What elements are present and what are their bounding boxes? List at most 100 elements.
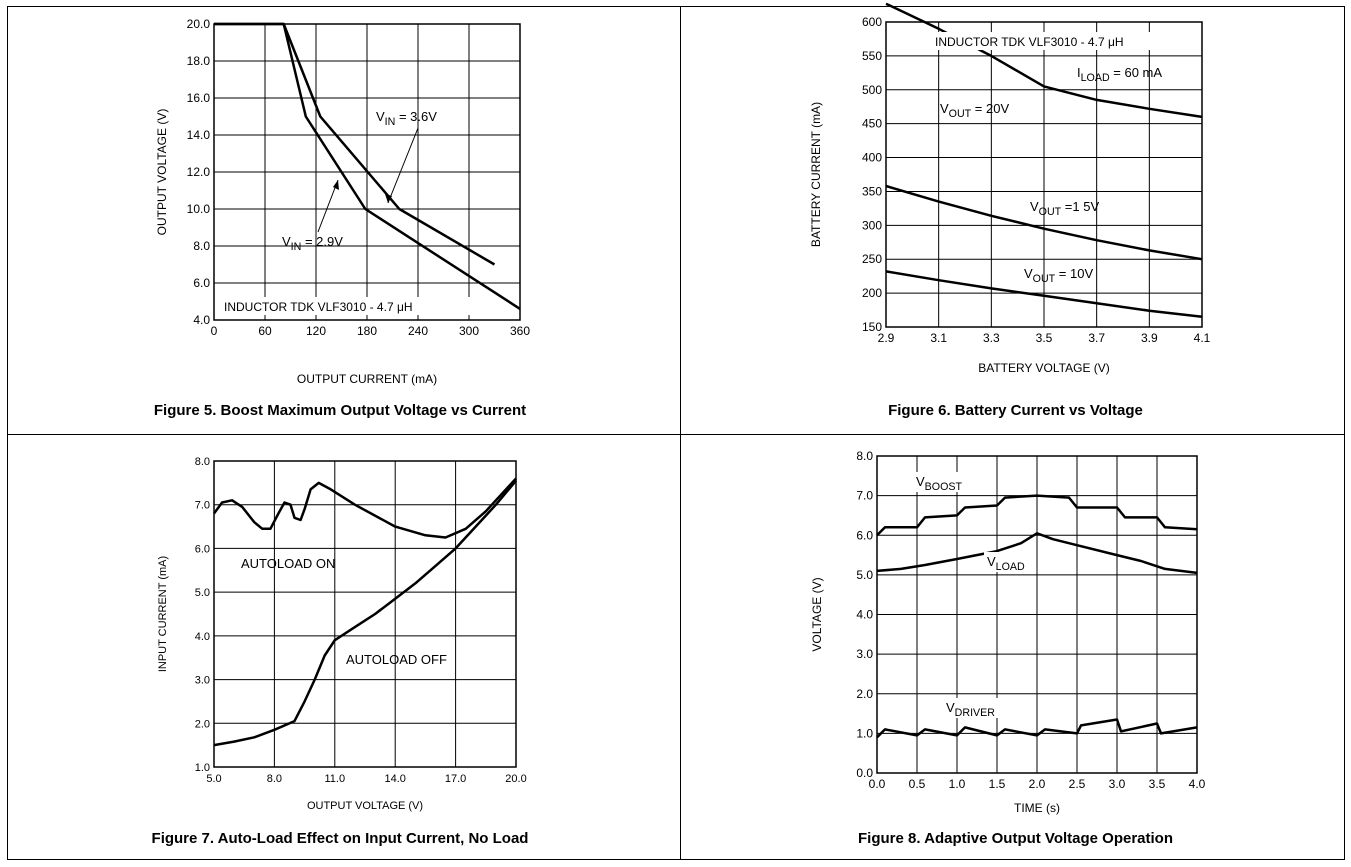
figure-grid-border	[7, 6, 1345, 860]
series-line	[885, 184, 1203, 261]
y-tick-label: 14.0	[187, 128, 211, 142]
y-tick-label: 4.0	[193, 313, 210, 327]
y-tick-label: 400	[862, 151, 882, 165]
y-tick-label: 18.0	[187, 54, 211, 68]
x-tick-label: 240	[408, 324, 428, 338]
x-tick-label: 60	[258, 324, 272, 338]
y-axis-label: OUTPUT VOLTAGE (V)	[155, 109, 169, 236]
x-tick-label: 2.0	[1029, 777, 1046, 791]
figure-5-caption: Figure 5. Boost Maximum Output Voltage v…	[153, 402, 527, 419]
y-axis-label: VOLTAGE (V)	[810, 577, 824, 651]
y-tick-label: 2.0	[195, 718, 210, 730]
series-line	[876, 494, 1198, 537]
y-tick-label: 4.0	[856, 608, 873, 622]
x-tick-label: 17.0	[445, 773, 466, 785]
x-tick-label: 180	[357, 324, 377, 338]
y-axis-label: BATTERY CURRENT (mA)	[809, 102, 823, 247]
y-tick-label: 6.0	[193, 276, 210, 290]
y-tick-label: 5.0	[195, 587, 210, 599]
x-axis-label: OUTPUT VOLTAGE (V)	[307, 800, 423, 812]
y-tick-label: 8.0	[856, 449, 873, 463]
series-line	[876, 718, 1198, 739]
figure-6-chart: 2.9 3.1 3.3 3.5 3.7 3.9 4.1 150 200 250 300 350 400 4…	[809, 2, 1211, 375]
figure-7-panel: 5.0 8.0 11.0 14.0 17.0 20.0 1.0 2.0 3.0 4.0 5.0 6.0…	[0, 434, 680, 867]
vout-20v-label: VOUT = 20V	[940, 101, 1009, 120]
x-tick-label: 2.5	[1069, 777, 1086, 791]
figure-8-chart: 0.0 0.5 1.0 1.5 2.0 2.5 3.0 3.5 4.0 0.0 1.0 2.0 3.0 4…	[810, 449, 1206, 815]
x-tick-label: 3.1	[930, 331, 947, 345]
y-tick-label: 12.0	[187, 165, 211, 179]
x-tick-label: 3.0	[1109, 777, 1126, 791]
x-tick-label: 3.7	[1088, 331, 1105, 345]
y-tick-label: 550	[862, 49, 882, 63]
vload-label: VLOAD	[987, 554, 1025, 573]
plot-frame	[885, 21, 1203, 328]
figure-7-caption: Figure 7. Auto-Load Effect on Input Curr…	[151, 830, 529, 847]
figure-6-caption: Figure 6. Battery Current vs Voltage	[888, 402, 1143, 419]
vboost-label-bg	[913, 472, 971, 492]
y-axis-label: INPUT CURRENT (mA)	[157, 556, 169, 672]
plot-frame	[876, 455, 1198, 774]
x-tick-label: 4.1	[1194, 331, 1211, 345]
y-tick-label: 2.0	[856, 687, 873, 701]
vdriver-label-bg	[944, 698, 1008, 718]
figure-7-chart: 5.0 8.0 11.0 14.0 17.0 20.0 1.0 2.0 3.0 4.0 5.0 6.0…	[157, 456, 527, 812]
y-tick-label: 4.0	[195, 631, 210, 643]
y-tick-label: 16.0	[187, 91, 211, 105]
series-line	[212, 477, 517, 539]
x-tick-label: 3.5	[1149, 777, 1166, 791]
vin-2-9-label: VIN = 2.9V	[282, 234, 343, 253]
x-tick-label: 8.0	[267, 773, 282, 785]
figure-5-panel: 0 60 120 180 240 300 360 4.0 6.0 8.0 10.0 12.0 14.0 1…	[0, 0, 680, 434]
x-axis-label: BATTERY VOLTAGE (V)	[978, 361, 1110, 375]
x-tick-label: 3.5	[1036, 331, 1053, 345]
x-tick-label: 4.0	[1189, 777, 1206, 791]
x-tick-label: 3.9	[1141, 331, 1158, 345]
autoload-on-label: AUTOLOAD ON	[241, 556, 335, 571]
y-tick-label: 6.0	[856, 528, 873, 542]
vdriver-label: VDRIVER	[946, 700, 995, 719]
vin-3-6-arrow-line	[387, 127, 419, 204]
series-line	[876, 532, 1198, 575]
vin-2-9-arrowhead	[333, 180, 339, 190]
y-tick-label: 250	[862, 252, 882, 266]
y-tick-label: 3.0	[195, 675, 210, 687]
plot-frame	[213, 23, 521, 321]
series-line	[214, 22, 496, 266]
y-tick-label: 0.0	[856, 766, 873, 780]
y-tick-label: 350	[862, 184, 882, 198]
figure-8-panel: 0.0 0.5 1.0 1.5 2.0 2.5 3.0 3.5 4.0 0.0 1.0 2.0 3.0 4…	[680, 434, 1351, 867]
inductor-label: INDUCTOR TDK VLF3010 - 4.7 μH	[935, 35, 1124, 49]
y-tick-label: 500	[862, 83, 882, 97]
x-tick-label: 20.0	[505, 773, 526, 785]
series-line	[213, 479, 517, 747]
x-tick-label: 3.3	[983, 331, 1000, 345]
y-tick-label: 150	[862, 320, 882, 334]
y-tick-label: 10.0	[187, 202, 211, 216]
x-tick-label: 2.9	[878, 331, 895, 345]
x-axis-label: TIME (s)	[1014, 801, 1060, 815]
vin-3-6-arrowhead	[385, 194, 392, 203]
x-tick-label: 0.0	[869, 777, 886, 791]
y-tick-label: 7.0	[195, 500, 210, 512]
vin-2-9-arrow-line	[317, 179, 339, 233]
figure-6-panel: 2.9 3.1 3.3 3.5 3.7 3.9 4.1 150 200 250 300 350 400 4…	[680, 0, 1351, 434]
y-tick-label: 1.0	[856, 726, 873, 740]
inductor-label-bg	[222, 297, 472, 315]
y-tick-label: 300	[862, 218, 882, 232]
vboost-label: VBOOST	[916, 474, 962, 493]
iload-label: ILOAD = 60 mA	[1077, 65, 1162, 84]
series-line	[885, 2, 1203, 119]
x-tick-label: 360	[510, 324, 530, 338]
x-tick-label: 120	[306, 324, 326, 338]
vout-15v-label: VOUT =1 5V	[1030, 199, 1099, 218]
vout-10v-label: VOUT = 10V	[1024, 266, 1093, 285]
inductor-label: INDUCTOR TDK VLF3010 - 4.7 μH	[224, 300, 413, 314]
vload-label-bg	[984, 552, 1036, 572]
x-tick-label: 5.0	[206, 773, 221, 785]
x-tick-label: 0.5	[909, 777, 926, 791]
x-tick-label: 1.5	[989, 777, 1006, 791]
y-tick-label: 3.0	[856, 647, 873, 661]
y-tick-label: 8.0	[195, 456, 210, 468]
autoload-off-label: AUTOLOAD OFF	[346, 652, 447, 667]
